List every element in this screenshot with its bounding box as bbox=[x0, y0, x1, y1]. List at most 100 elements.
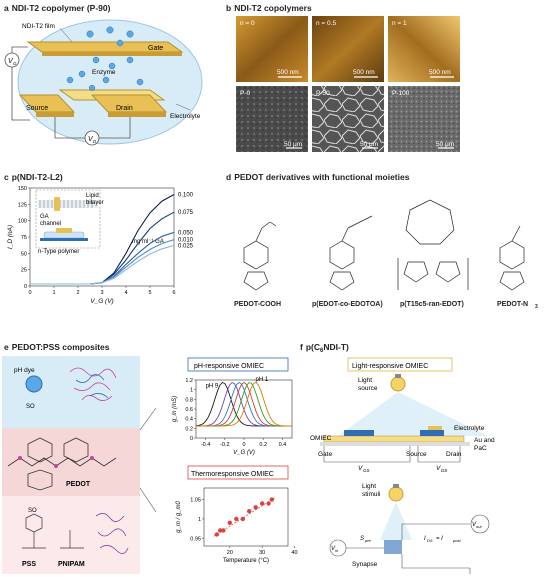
t-xtick-label-2: 40 bbox=[291, 550, 297, 556]
eq-label: = I bbox=[436, 536, 443, 542]
vin-label: V bbox=[331, 546, 336, 552]
ls2-label: source bbox=[358, 385, 378, 392]
sem-label-2: P-50 bbox=[316, 90, 330, 97]
sem-scale-3: 50 μm bbox=[436, 141, 454, 148]
post-sub: post bbox=[452, 538, 461, 543]
electrolyte-label: Electrolyte bbox=[170, 113, 201, 120]
f-gate-label: Gate bbox=[318, 451, 332, 458]
c-xtick-label-3: 3 bbox=[100, 290, 103, 296]
spre-sub: pre bbox=[364, 538, 372, 543]
light-cone bbox=[338, 392, 488, 436]
c-xtick-label-1: 1 bbox=[52, 290, 55, 296]
vd-label: V bbox=[88, 136, 94, 143]
thermo-title-box bbox=[187, 465, 289, 480]
gate-label: Gate bbox=[148, 45, 163, 52]
ph-xtick-label-4: 0.4 bbox=[279, 442, 287, 448]
afm-scale-1: 500 nm bbox=[277, 69, 299, 76]
c-xtick-label-4: 4 bbox=[124, 290, 127, 296]
ph-curve-5 bbox=[196, 381, 292, 427]
enzyme-label: Enzyme bbox=[92, 69, 116, 76]
molecule-pedot-cooh bbox=[243, 221, 277, 291]
panel-d-molecules bbox=[243, 199, 525, 291]
vg-label: V bbox=[8, 58, 14, 65]
panel-a-diagram: V G V D NDI-T2 film Gate Enzyme Source D… bbox=[4, 19, 203, 146]
molecule-name-2: p(EDOT-co-EDOTOA) bbox=[312, 301, 383, 308]
ph-xtick-label-0: -0.4 bbox=[201, 442, 210, 448]
pnipam-label: PNIPAM bbox=[58, 561, 85, 568]
ph-ytick-label-2: 0.4 bbox=[185, 417, 193, 423]
c-xtick-label-6: 6 bbox=[172, 290, 175, 296]
ph-ytick-label-0: 0 bbox=[190, 436, 193, 442]
c-xtick-label-5: 5 bbox=[148, 290, 151, 296]
aupac1-label: Au and bbox=[474, 437, 495, 444]
spre-label: S bbox=[360, 536, 364, 542]
synapse-label: Synapse bbox=[352, 561, 378, 568]
inset-bilayer: bilayer bbox=[86, 200, 104, 206]
molecule-edot-co-edotoa bbox=[329, 215, 373, 291]
vgs-label: V bbox=[358, 465, 363, 472]
panel-f-header: f p(C6NDI-T) bbox=[300, 342, 349, 354]
f-electrolyte-label: Electrolyte bbox=[454, 425, 485, 432]
sem-label-3: P-100 bbox=[392, 90, 410, 97]
n3-sub: 3 bbox=[535, 304, 538, 310]
aupac2-label: PaC bbox=[474, 445, 487, 452]
vgs-sub: GS bbox=[363, 468, 370, 473]
t-xtick-label-0: 20 bbox=[227, 550, 233, 556]
e-band-bottom bbox=[2, 496, 140, 574]
t-trend-line bbox=[213, 497, 276, 537]
f-drain-label: Drain bbox=[446, 451, 462, 458]
f-source-label: Source bbox=[406, 451, 427, 458]
t-frame bbox=[203, 487, 289, 547]
t-ytick-label-0: 0.95 bbox=[190, 536, 201, 542]
inset-lipid: Lipid bbox=[86, 193, 99, 199]
panel-a-header: a NDI-T2 copolymer (P-90) bbox=[4, 3, 111, 13]
molecule-name-4: PEDOT-N bbox=[497, 301, 528, 308]
ph-ytick-label-5: 1 bbox=[190, 388, 193, 394]
t-point-5 bbox=[240, 516, 245, 522]
stim2-label: stimuli bbox=[362, 491, 380, 498]
ls1-label: Light bbox=[358, 377, 372, 384]
ph-ylabel: g_m (mS) bbox=[172, 396, 178, 422]
ph-chart: -0.4 -0.2 0 0.2 0.4 0 0.2 0.4 0.6 0.8 1 1.2 pH 9 pH 1… bbox=[172, 377, 293, 456]
so3b-label: SO bbox=[28, 508, 37, 514]
ids-sub: DS bbox=[427, 538, 433, 543]
afm-label-3: n = 1 bbox=[392, 20, 407, 27]
t-point-4 bbox=[234, 516, 239, 522]
thermo-title: Thermoresponsive OMIEC bbox=[191, 471, 274, 478]
inset-channel: channel bbox=[40, 221, 61, 227]
vds-label: V bbox=[436, 465, 441, 472]
t-point-10 bbox=[269, 497, 274, 502]
sem-image-2 bbox=[312, 86, 384, 152]
t-point-3 bbox=[227, 520, 232, 525]
vg-sub: G bbox=[13, 61, 17, 66]
ph-xtick-label-3: 0.2 bbox=[259, 442, 267, 448]
vds-sub: DS bbox=[441, 468, 447, 473]
sem-image-3 bbox=[388, 86, 460, 152]
lipid-bilayer-icon bbox=[38, 197, 98, 211]
t-xlabel: Temperature (°C) bbox=[223, 558, 269, 564]
so3-label: SO bbox=[26, 404, 35, 410]
inset-ntype: n-Type polymer bbox=[38, 249, 79, 255]
omiec-label: OMIEC bbox=[310, 435, 332, 442]
lr-label: Light-responsive OMIEC bbox=[352, 363, 428, 370]
c-xtick-label-2: 2 bbox=[76, 290, 79, 296]
c-series-label-2: 0.050 bbox=[178, 230, 194, 236]
ph-title-box bbox=[187, 357, 289, 372]
ph-ytick-label-4: 0.8 bbox=[185, 397, 193, 403]
c-ytick-label-5: 125 bbox=[18, 202, 27, 208]
inset-box bbox=[35, 189, 101, 249]
t-point-6 bbox=[247, 509, 252, 514]
phdye-label: pH dye bbox=[14, 367, 35, 374]
ph-label-9: pH 9 bbox=[206, 383, 219, 389]
c-ytick-label-3: 75 bbox=[21, 235, 27, 241]
ph-ytick-label-1: 0.2 bbox=[185, 426, 193, 432]
panel-e-diagram: pH dye SO PEDOT SO bbox=[2, 356, 157, 574]
film-label: NDI-T2 film bbox=[22, 23, 55, 30]
source-label: Source bbox=[26, 105, 48, 112]
c-xlabel: V_G (V) bbox=[90, 298, 113, 305]
vd-sub: D bbox=[93, 139, 97, 144]
ph-ytick-label-6: 1.2 bbox=[185, 378, 193, 384]
panel-b-header: b NDI-T2 copolymers bbox=[226, 3, 312, 13]
